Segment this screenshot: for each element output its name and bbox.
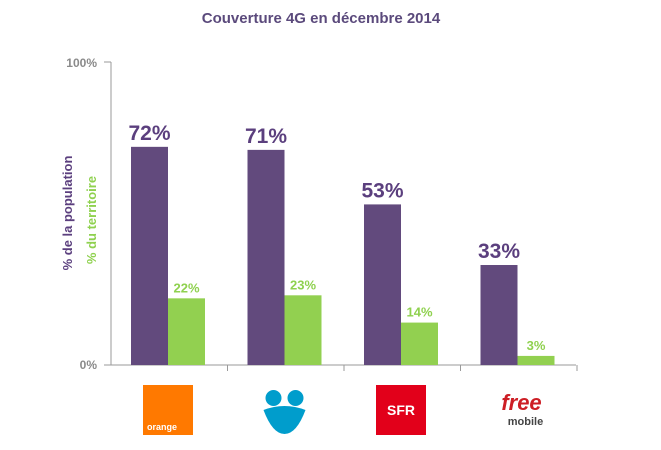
data-label-population-0: 72% <box>128 122 170 145</box>
y-axis-label-territory: % du territoire <box>84 176 99 264</box>
bars-group: 72% 22% 71% 23% 53% 14% 33% 3% <box>128 122 555 365</box>
data-label-territory-0: 22% <box>173 280 199 295</box>
logo-orange: orange <box>143 385 193 435</box>
bar-territory-1 <box>284 295 322 365</box>
bar-territory-2 <box>401 322 438 365</box>
data-label-population-1: 71% <box>245 125 287 148</box>
y-axis-label-population: % de la population <box>60 156 75 271</box>
logo-sfr: SFR <box>376 385 426 435</box>
data-label-population-3: 33% <box>478 240 520 263</box>
bar-population-2 <box>364 204 401 365</box>
data-label-territory-1: 23% <box>290 277 316 292</box>
x-ticks-group <box>227 365 578 371</box>
chart-title: Couverture 4G en décembre 2014 <box>202 10 441 27</box>
data-label-territory-2: 14% <box>406 305 432 320</box>
logo-bouygues-dot-right <box>287 390 304 406</box>
y-tick-label-min: 0% <box>80 358 98 372</box>
logo-orange-text: orange <box>147 422 177 432</box>
logo-orange-square <box>143 385 193 435</box>
logo-sfr-text: SFR <box>387 402 415 418</box>
logo-bouygues-drop <box>263 406 306 434</box>
bar-population-1 <box>247 149 285 365</box>
logo-free-mobile-text: mobile <box>508 416 543 428</box>
logo-bouygues-dot-left <box>265 390 282 406</box>
bar-territory-3 <box>517 355 555 365</box>
bar-population-0 <box>131 146 168 365</box>
logo-sfr-square <box>376 385 426 435</box>
logo-free-text: free <box>501 390 541 415</box>
logo-bouygues <box>263 390 306 434</box>
y-tick-label-max: 100% <box>66 56 97 70</box>
data-label-territory-3: 3% <box>527 338 546 353</box>
data-label-population-2: 53% <box>361 179 403 202</box>
bar-population-3 <box>480 265 518 365</box>
bar-territory-0 <box>168 298 205 365</box>
